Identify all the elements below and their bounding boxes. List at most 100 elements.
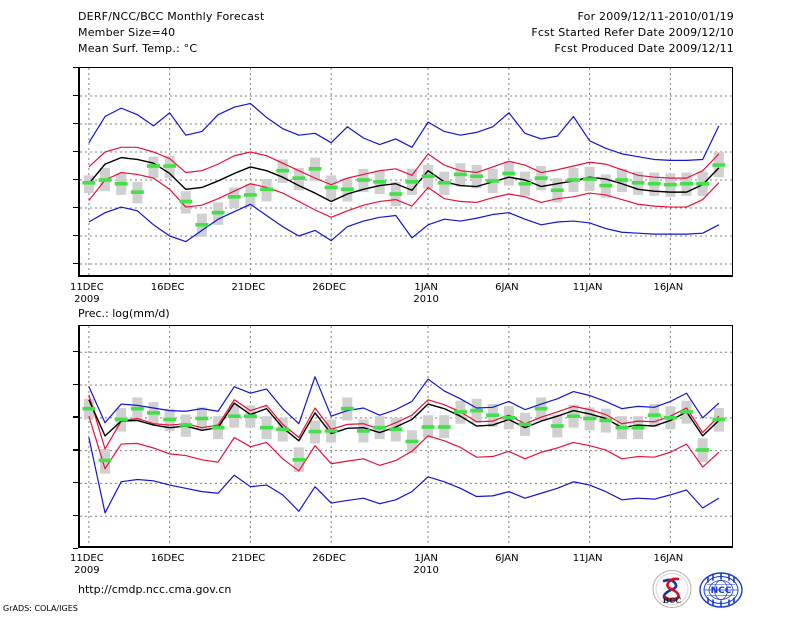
observation-mark [82, 406, 96, 411]
observation-mark [227, 414, 241, 418]
observation-mark [195, 416, 209, 421]
series-spread-lower [88, 416, 720, 472]
observation-mark [631, 425, 645, 430]
x-axis-tick-label: 11DEC [70, 553, 104, 564]
observation-mark [82, 181, 96, 185]
observation-mark [324, 185, 338, 190]
observation-marks [82, 163, 726, 227]
temp-panel-title: Mean Surf. Temp.: °C [78, 42, 198, 55]
observation-mark [663, 416, 677, 420]
observation-mark [373, 180, 387, 184]
observation-mark [486, 413, 500, 417]
observation-mark [421, 174, 435, 179]
observation-mark [453, 410, 467, 414]
y-axis-tick-mark [73, 66, 78, 68]
observation-mark [470, 408, 484, 413]
observation-mark [260, 425, 274, 430]
observation-mark [680, 410, 694, 414]
observation-mark [292, 458, 306, 462]
observation-mark [696, 448, 710, 452]
observation-mark [243, 414, 257, 418]
plot-canvas [80, 326, 732, 546]
observation-mark [357, 178, 370, 182]
report-title: DERF/NCC/BCC Monthly Forecast [78, 10, 265, 23]
observation-mark [437, 425, 451, 429]
y-axis-tick-mark [73, 234, 78, 236]
grads-credit: GrADS: COLA/IGES [3, 604, 78, 613]
x-axis-tick-label: 6JAN [495, 553, 519, 564]
y-axis-tick-mark [73, 416, 78, 418]
observation-mark [130, 190, 144, 194]
observation-mark [502, 416, 516, 420]
observation-mark [163, 164, 177, 168]
observation-mark [599, 418, 613, 423]
member-size-label: Member Size=40 [78, 26, 176, 39]
observation-mark [276, 168, 290, 173]
agency-logos: BCC NCC [651, 570, 743, 610]
ncc-logo-icon: NCC [699, 572, 743, 608]
y-axis-tick-mark [73, 178, 78, 180]
x-axis-year-label: 2010 [413, 565, 439, 576]
x-axis-tick-label: 21DEC [231, 282, 266, 293]
x-axis-tick-label: 1JAN [414, 553, 438, 564]
observation-mark [486, 179, 500, 183]
range-bars [83, 152, 724, 237]
series-extreme-min [88, 437, 720, 514]
observation-mark [615, 425, 629, 430]
observation-mark [211, 425, 225, 430]
observation-mark [211, 210, 225, 215]
observation-mark [276, 427, 290, 432]
observation-mark [308, 167, 322, 171]
source-url[interactable]: http://cmdp.ncc.cma.gov.cn [78, 583, 232, 596]
series-ensemble-mean [88, 156, 720, 203]
observation-mark [98, 458, 112, 463]
observation-mark [340, 187, 354, 192]
x-axis-tick-label: 21DEC [231, 553, 266, 564]
observation-mark [470, 174, 484, 179]
observation-mark [502, 171, 516, 176]
observation-mark [114, 181, 128, 186]
observation-mark [98, 178, 112, 182]
x-axis-tick-label: 26DEC [312, 553, 347, 564]
observation-mark [647, 181, 661, 186]
x-axis-tick-label: 11DEC [70, 282, 104, 293]
observation-mark [357, 429, 370, 433]
x-axis-year-label: 2010 [413, 294, 439, 305]
observation-marks [82, 406, 726, 463]
x-axis-tick-label: 11JAN [572, 553, 603, 564]
y-axis-tick-mark [73, 262, 78, 264]
observation-mark [550, 188, 564, 193]
observation-mark [243, 193, 257, 197]
observation-mark [567, 178, 580, 182]
observation-mark [453, 172, 467, 177]
observation-mark [292, 176, 306, 180]
observation-mark [437, 181, 451, 185]
observation-mark [260, 187, 274, 192]
observation-mark [179, 199, 193, 204]
y-axis-tick-mark [73, 94, 78, 96]
y-axis-tick-mark [73, 150, 78, 152]
observation-mark [696, 181, 710, 186]
series-spread-upper [88, 146, 720, 186]
observation-mark [647, 413, 661, 417]
observation-mark [567, 414, 580, 418]
observation-mark [373, 425, 387, 430]
bcc-logo-icon: BCC [652, 570, 692, 608]
observation-mark [195, 223, 209, 227]
observation-mark [179, 423, 193, 427]
observation-mark [405, 180, 419, 184]
observation-mark [324, 429, 338, 433]
x-axis-tick-label: 26DEC [312, 282, 347, 293]
observation-mark [712, 417, 726, 422]
observation-mark [534, 176, 548, 180]
observation-mark [147, 164, 160, 168]
series-extreme-max [88, 102, 720, 162]
observation-mark [615, 178, 629, 182]
observation-mark [421, 425, 435, 429]
observation-mark [147, 411, 160, 415]
observation-mark [114, 417, 128, 422]
observation-mark [518, 181, 532, 186]
y-axis-tick-mark [73, 122, 78, 124]
y-axis-tick-mark [73, 547, 78, 549]
